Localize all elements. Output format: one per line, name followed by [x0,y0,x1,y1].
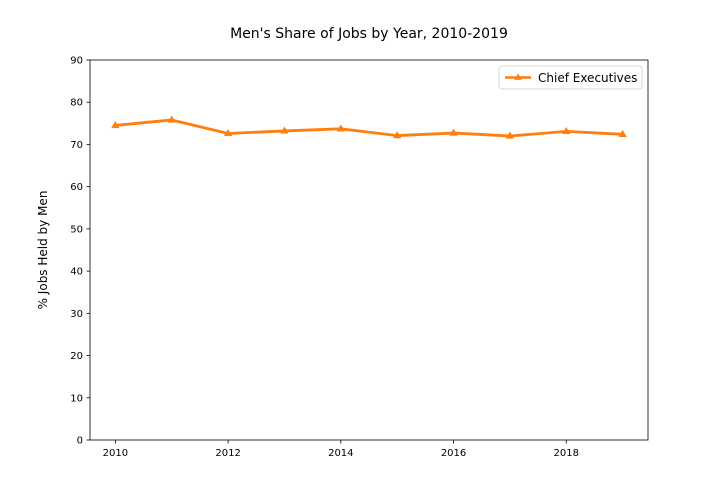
legend: Chief Executives [498,65,643,90]
series-line-chief-executives [113,118,625,138]
x-axis-ticks: 2010 2012 2014 2016 2018 [103,440,579,459]
data-point [280,126,289,134]
y-tick-label: 70 [70,140,83,151]
y-tick-label: 80 [70,98,83,109]
legend-box [498,65,643,90]
y-tick-label: 30 [70,309,83,320]
data-point [505,131,515,139]
x-tick-label: 2016 [441,448,466,459]
y-tick-label: 0 [77,436,83,447]
x-tick-label: 2018 [554,448,579,459]
data-point [336,124,346,132]
data-point [223,128,233,137]
data-point [392,131,402,139]
data-point [167,115,176,123]
y-tick-label: 50 [70,224,83,235]
y-tick-label: 90 [70,56,83,67]
series-layer [111,115,627,139]
data-point [111,120,120,129]
x-tick-label: 2010 [103,448,128,459]
data-point [618,129,627,137]
y-axis-label: % Jobs Held by Men [36,191,50,310]
x-tick-label: 2012 [215,448,240,459]
legend-label-chief-executives: Chief Executives [538,71,637,85]
y-tick-label: 60 [70,182,83,193]
legend-marker-chief-executives [514,73,522,80]
y-tick-label: 10 [70,393,83,404]
data-point [562,126,571,135]
plot-frame [89,59,649,441]
y-tick-label: 20 [70,351,83,362]
y-axis-ticks: 0 10 20 30 40 50 60 70 80 90 [70,56,90,447]
chart-title: Men's Share of Jobs by Year, 2010-2019 [230,26,508,42]
y-tick-label: 40 [70,267,83,278]
data-point [449,128,458,136]
x-tick-label: 2014 [328,448,353,459]
